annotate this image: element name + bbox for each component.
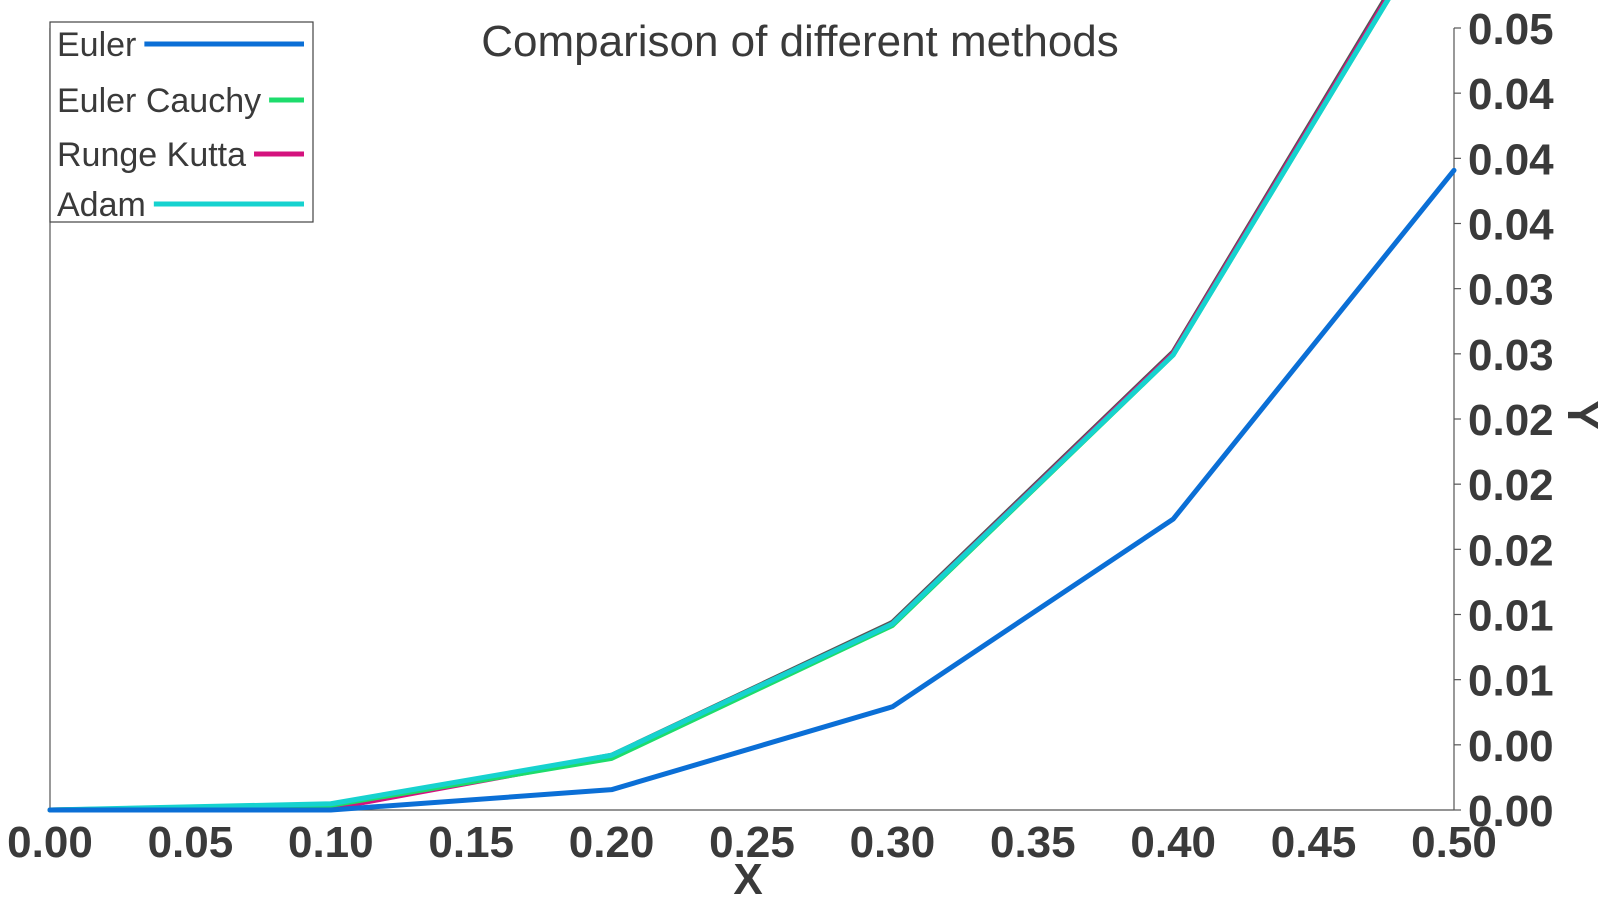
y-tick-label: 0.02	[1468, 526, 1554, 575]
x-tick-label: 0.10	[288, 818, 374, 867]
y-tick-label: 0.01	[1468, 592, 1554, 641]
legend-items: Euler Euler Cauchy Runge Kutta Adam	[57, 26, 304, 224]
y-tick-label: 0.00	[1468, 787, 1554, 836]
y-tick-label: 0.04	[1468, 135, 1554, 184]
y-tick-label: 0.03	[1468, 331, 1554, 380]
legend-label: Euler Cauchy	[57, 82, 261, 120]
x-tick-label: 0.05	[148, 818, 234, 867]
x-tick-label: 0.40	[1130, 818, 1216, 867]
legend-item: Runge Kutta	[57, 136, 304, 174]
chart-title: Comparison of different methods	[481, 17, 1119, 66]
series-line-euler	[47, 167, 1457, 813]
legend-label: Adam	[57, 186, 146, 224]
y-tick-label: 0.04	[1468, 70, 1554, 119]
x-ticks: 0.00 0.05 0.10 0.15 0.20 0.25 0.30 0.35 0.40 0.45…	[7, 818, 1497, 867]
x-tick-label: 0.25	[709, 818, 795, 867]
series-lines	[47, 0, 1457, 813]
legend: Euler Euler Cauchy Runge Kutta Adam	[49, 21, 314, 224]
x-tick-label: 0.30	[850, 818, 936, 867]
y-ticks: 0.00 0.00 0.01 0.01 0.02 0.02 0.02 0.03 0.03 0.04…	[1454, 5, 1554, 836]
x-tick-label: 0.00	[7, 818, 93, 867]
x-tick-label: 0.45	[1271, 818, 1357, 867]
x-tick-label: 0.35	[990, 818, 1076, 867]
legend-label: Runge Kutta	[57, 136, 246, 174]
y-tick-label: 0.03	[1468, 266, 1554, 315]
y-tick-label: 0.02	[1468, 461, 1554, 510]
y-tick-label: 0.00	[1468, 722, 1554, 771]
x-tick-label: 0.15	[428, 818, 514, 867]
legend-item: Adam	[57, 186, 304, 224]
series-line-adam	[47, 0, 1391, 813]
x-tick-label: 0.50	[1411, 818, 1497, 867]
y-tick-label: 0.04	[1468, 201, 1554, 250]
x-tick-label: 0.20	[569, 818, 655, 867]
y-tick-label: 0.05	[1468, 5, 1554, 54]
y-axis-label: Y	[1558, 400, 1600, 429]
legend-item: Euler	[57, 26, 304, 64]
x-axis-label: X	[733, 855, 762, 900]
legend-item: Euler Cauchy	[57, 82, 304, 120]
legend-label: Euler	[57, 26, 136, 64]
y-tick-label: 0.02	[1468, 396, 1554, 445]
y-tick-label: 0.01	[1468, 657, 1554, 706]
legend-box	[49, 21, 314, 223]
